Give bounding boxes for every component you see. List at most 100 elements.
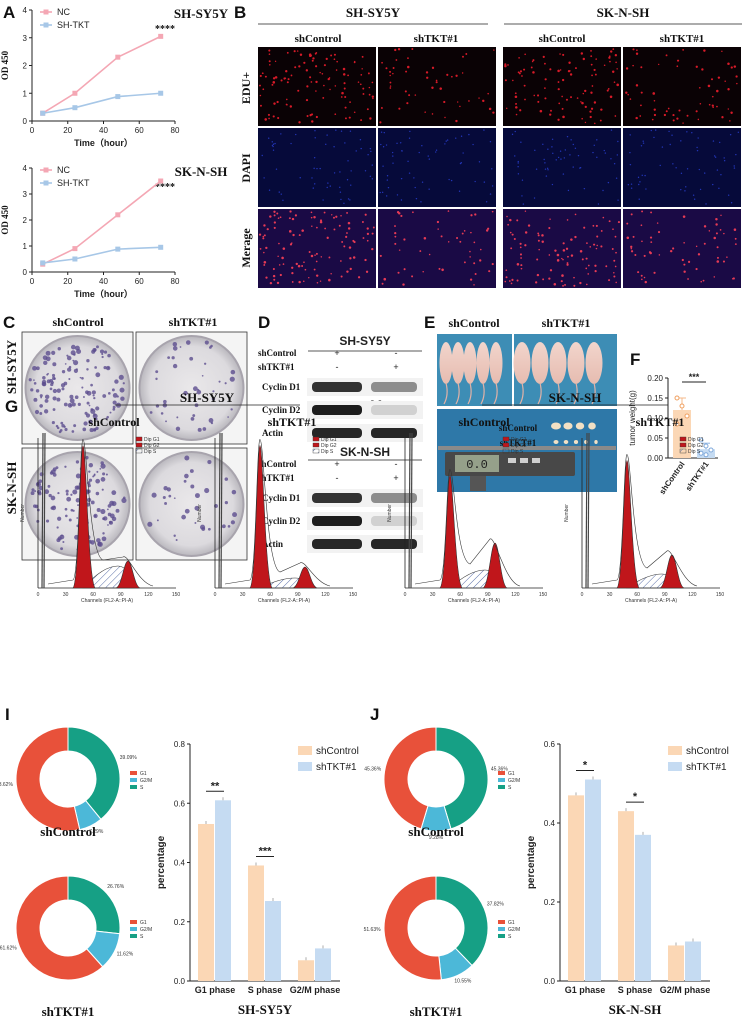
x-tick-label: G1 phase [195,985,236,995]
data-point [40,110,46,116]
legend-entry: G2/M [140,927,152,933]
data-point [679,403,685,409]
b-col-shcontrol-2: shControl [539,33,586,45]
edu-image [378,209,496,288]
x-tick-label: 40 [99,277,108,286]
mouse [451,342,465,384]
panel-label-f: F [630,350,640,369]
colony-plate [24,335,131,441]
bar [215,800,231,981]
x-tick-label: shControl [658,460,687,496]
edu-image [503,128,621,207]
slice-label: 45.36% [364,766,382,772]
cell-cycle-headers: SH-SY5Y SK-N-SH shControl shTKT#1 shCont… [88,390,684,429]
y-tick-label: 4 [23,6,28,15]
legend-entry: SH-TKT [57,20,90,30]
x-tick-label: 0 [404,592,407,598]
x-tick-label: 0 [37,592,40,598]
legend-entry: Dip G2 [688,443,704,449]
colony-panel: shControl shTKT#1 SH-SY5Y SK-N-SH [4,315,248,561]
slice-label: 11.62% [117,951,134,957]
y-axis-label: Number [564,504,570,522]
bar [315,948,331,981]
bar [265,901,281,981]
g-col-shtkt: shTKT#1 [268,415,317,429]
x-axis-label: Channels (FL2-A::PI-A) [258,598,310,604]
y-tick-label: 3 [23,34,28,43]
mouse [439,342,453,384]
legend-entry: Dip S [321,449,334,455]
x-axis-label: Time（hour） [74,289,133,299]
d-label-shcontrol: shControl [258,459,297,469]
e-col-shcontrol: shControl [448,316,500,330]
x-axis-label: Channels (FL2-A::PI-A) [448,598,500,604]
x-tick-label: 80 [171,126,180,135]
donut-slice [15,726,81,832]
edu-image [623,47,741,126]
donut-title: shControl [408,824,464,839]
x-tick-label: 150 [172,592,181,598]
g-cell-title: SH-SY5Y [180,390,235,405]
y-axis-label: tumor weight(g) [628,390,637,446]
series-line [42,92,161,115]
x-tick-label: 120 [511,592,520,598]
h-col-shtkt: shTKT#1 [636,415,685,429]
y-axis-label: percentage [156,835,167,889]
data-point [158,244,164,250]
b-col-shcontrol-1: shControl [295,33,342,45]
y-tick-label: 4 [23,164,28,173]
legend-entry: G1 [140,771,147,777]
significance-mark: *** [259,845,273,857]
colony-plate [138,335,245,441]
y-tick-label: 0.4 [544,819,556,828]
bar [635,834,651,981]
data-point [698,437,704,443]
x-tick-label: 30 [430,592,436,598]
legend-entry: G1 [508,920,515,926]
g1-peak [72,445,96,589]
significance-mark: * [633,791,638,803]
mouse [463,342,477,384]
donut-slice [15,875,104,981]
slice-label: 9.28% [429,835,444,841]
y-tick-label: 0.20 [647,374,663,383]
x-tick-label: 20 [63,277,72,286]
x-tick-label: 60 [267,592,273,598]
c-row-sk-n-sh: SK-N-SH [4,462,19,515]
slice-label: 51.63% [364,927,382,933]
y-tick-label: 0.4 [174,859,186,868]
y-tick-label: 0.0 [174,977,186,986]
d-label-shtkt: shTKT#1 [258,473,295,483]
bar [585,779,601,981]
x-tick-label: 120 [321,592,330,598]
x-tick-label: 60 [634,592,640,598]
significance-mark: **** [155,182,175,193]
y-axis-label: percentage [526,835,537,889]
y-axis-label: OD 450 [0,205,10,235]
y-tick-label: 1 [23,89,28,98]
y-tick-label: 2 [23,216,28,225]
x-tick-label: S phase [618,985,653,995]
blot-label: Cyclin D2 [262,405,301,415]
mouse [513,342,531,384]
tumor [573,440,579,444]
d-label-shcontrol: shControl [258,348,297,358]
legend-entry: Dip S [688,449,701,455]
donut-slice [383,726,437,830]
x-axis-label: Time（hour） [74,138,133,148]
colony-plate [138,451,245,557]
panel-label-e: E [424,313,435,332]
edu-image [623,128,741,207]
legend-entry: G2/M [140,778,152,784]
x-tick-label: 30 [63,592,69,598]
g1-peak [439,475,463,589]
slice-label: 39.09% [120,755,138,761]
legend-entry: NC [57,7,70,17]
x-tick-label: shTKT#1 [684,460,711,493]
y-tick-label: 0.8 [174,740,186,749]
